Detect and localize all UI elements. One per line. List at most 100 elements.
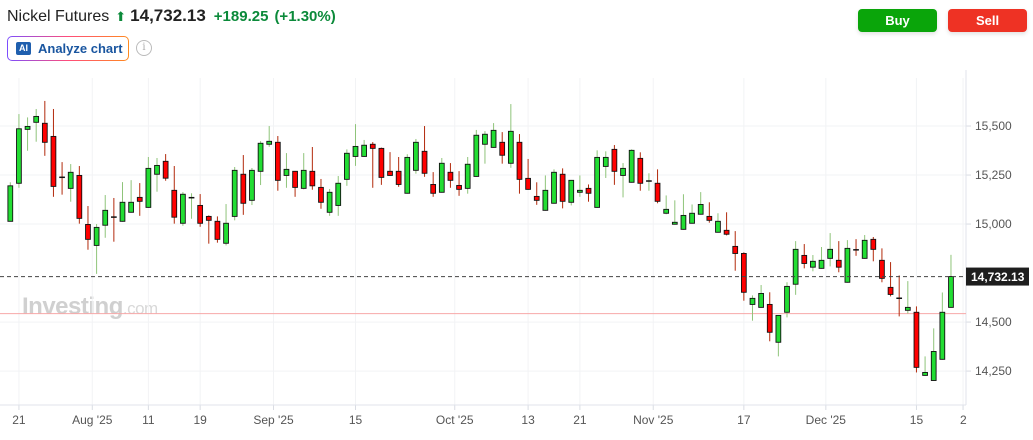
candle[interactable] [369, 142, 376, 188]
candle[interactable] [533, 182, 540, 205]
candle[interactable] [240, 155, 247, 215]
candle[interactable] [274, 136, 281, 191]
candle[interactable] [559, 168, 566, 209]
candle[interactable] [447, 163, 454, 188]
candle[interactable] [887, 262, 894, 297]
candle[interactable] [24, 117, 31, 151]
candle[interactable] [154, 157, 160, 192]
candle[interactable] [689, 204, 695, 224]
candle[interactable] [602, 151, 609, 178]
candle[interactable] [896, 275, 903, 317]
candle[interactable] [7, 182, 14, 222]
candle[interactable] [378, 147, 385, 185]
candle[interactable] [335, 176, 342, 216]
candle[interactable] [16, 114, 22, 188]
candle[interactable] [421, 126, 428, 177]
candle[interactable] [430, 172, 437, 197]
candle[interactable] [585, 184, 592, 202]
candle[interactable] [654, 169, 661, 204]
candle[interactable] [344, 149, 350, 186]
candle[interactable] [128, 180, 134, 213]
candle[interactable] [413, 138, 419, 174]
analyze-chart-button[interactable]: AI Analyze chart [7, 36, 129, 61]
candle[interactable] [611, 145, 618, 185]
candle[interactable] [706, 202, 713, 223]
candle[interactable] [438, 157, 445, 193]
candle[interactable] [801, 244, 808, 269]
candle[interactable] [835, 241, 842, 273]
candle[interactable] [231, 167, 238, 221]
candle[interactable] [810, 255, 816, 272]
candle[interactable] [870, 236, 877, 262]
candle[interactable] [663, 195, 670, 215]
candle[interactable] [326, 188, 333, 216]
candle[interactable] [482, 131, 488, 164]
candle[interactable] [715, 213, 721, 233]
candle[interactable] [59, 162, 65, 195]
candle[interactable] [145, 157, 152, 208]
candle[interactable] [594, 150, 600, 208]
candle[interactable] [844, 240, 851, 283]
candle[interactable] [818, 246, 825, 269]
candle[interactable] [119, 182, 126, 222]
candle[interactable] [516, 134, 523, 194]
candle[interactable] [732, 231, 739, 271]
candle[interactable] [283, 153, 290, 188]
candle[interactable] [33, 108, 40, 142]
candle[interactable] [671, 200, 678, 225]
candle[interactable] [352, 124, 359, 166]
candle[interactable] [568, 179, 575, 206]
candle[interactable] [292, 170, 298, 197]
candle[interactable] [879, 248, 885, 283]
candle[interactable] [792, 241, 799, 295]
candle[interactable] [913, 306, 920, 373]
candle[interactable] [205, 215, 212, 244]
candle[interactable] [939, 292, 946, 360]
candle[interactable] [861, 235, 868, 259]
candle[interactable] [188, 193, 195, 219]
candle[interactable] [85, 206, 91, 250]
candle[interactable] [111, 197, 117, 242]
candle[interactable] [464, 157, 471, 194]
candle[interactable] [67, 164, 74, 202]
candle[interactable] [499, 132, 506, 164]
candle[interactable] [827, 233, 834, 267]
candle[interactable] [300, 153, 307, 190]
candle[interactable] [257, 141, 264, 186]
candle[interactable] [749, 295, 756, 321]
candle[interactable] [197, 194, 204, 227]
sell-button[interactable]: Sell [948, 9, 1027, 32]
candle[interactable] [490, 123, 497, 148]
candle[interactable] [922, 356, 928, 376]
candle[interactable] [136, 183, 143, 216]
candle[interactable] [766, 292, 773, 342]
candle[interactable] [171, 166, 178, 224]
candle[interactable] [76, 166, 83, 224]
candle[interactable] [214, 216, 221, 243]
candle[interactable] [180, 192, 186, 226]
buy-button[interactable]: Buy [858, 9, 937, 32]
candle[interactable] [628, 149, 635, 183]
candle[interactable] [775, 314, 782, 357]
candle[interactable] [507, 104, 514, 168]
candle[interactable] [102, 195, 109, 238]
candle[interactable] [904, 281, 911, 314]
candle[interactable] [361, 139, 367, 157]
candle[interactable] [162, 154, 169, 181]
candle[interactable] [309, 147, 316, 190]
candle[interactable] [853, 239, 859, 256]
candle[interactable] [456, 171, 462, 196]
candle[interactable] [697, 192, 704, 215]
candle[interactable] [620, 163, 626, 198]
candle[interactable] [577, 175, 583, 197]
info-icon[interactable]: i [136, 40, 152, 56]
candle[interactable] [646, 173, 652, 191]
candle[interactable] [266, 126, 273, 147]
candle[interactable] [637, 152, 644, 191]
candle[interactable] [525, 158, 531, 190]
candle[interactable] [680, 194, 687, 230]
candle[interactable] [758, 285, 764, 308]
candle[interactable] [473, 129, 480, 177]
candle[interactable] [395, 157, 402, 187]
